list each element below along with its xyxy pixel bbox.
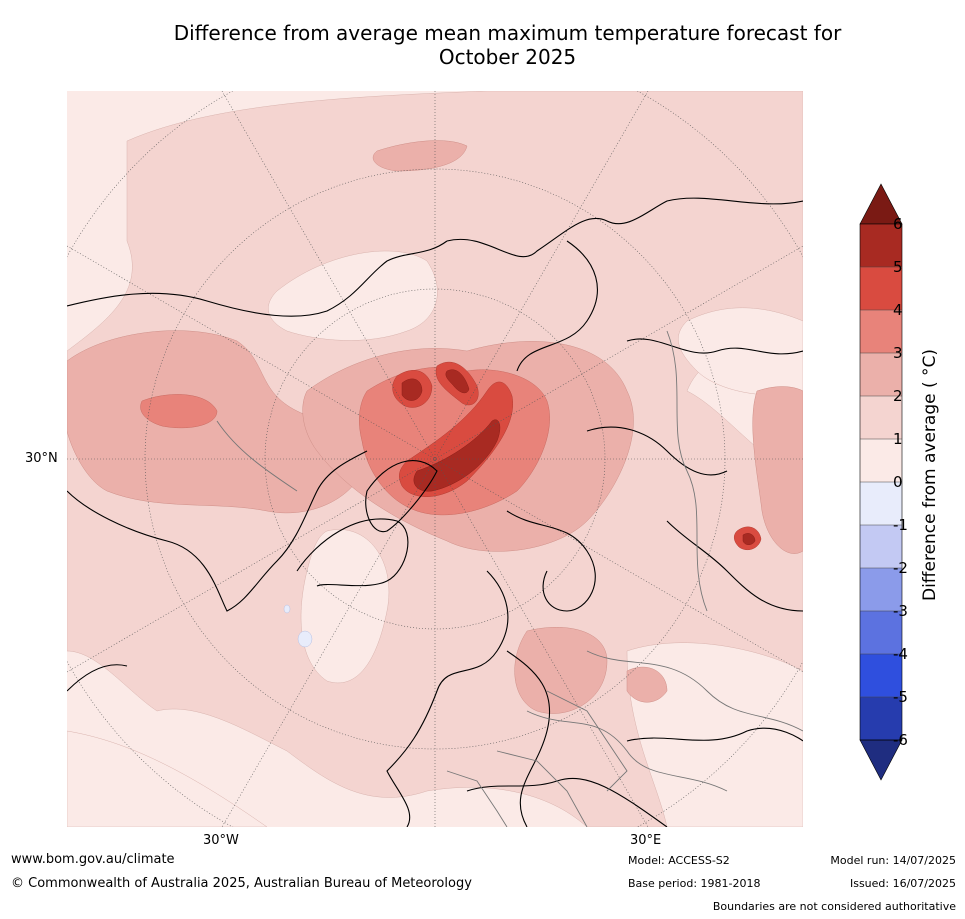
colorbar-band-0-1 — [860, 439, 902, 482]
footer-model-run: Model run: 14/07/2025 — [830, 854, 956, 867]
graticule — [67, 91, 803, 827]
coastlines — [67, 197, 803, 827]
colorbar-tick-0: 0 — [893, 473, 903, 491]
colorbar-tick-5: 5 — [893, 258, 903, 276]
anomaly-minus-1-0-patch — [283, 604, 291, 614]
title-line-1: Difference from average mean maximum tem… — [173, 21, 842, 45]
anomaly-2-3-region — [372, 140, 468, 172]
colorbar-tick-3: 3 — [893, 344, 903, 362]
colorbar-tick-m2: -2 — [893, 559, 908, 577]
colorbar-tick-m4: -4 — [893, 645, 908, 663]
colorbar-band-m1-0 — [860, 482, 902, 525]
title-line-2: October 2025 — [438, 45, 577, 69]
anomaly-5-6-region — [401, 378, 423, 401]
colorbar-tick-2: 2 — [893, 387, 903, 405]
anomaly-0-1-patch — [268, 250, 438, 341]
colorbar-band-m4-m3 — [860, 611, 902, 654]
colorbar-tick-m5: -5 — [893, 688, 908, 706]
anomaly-2-3-region — [626, 666, 668, 703]
anomaly-0-1-patch — [67, 730, 268, 827]
colorbar-band-m3-m2 — [860, 568, 902, 611]
anomaly-5-6-region — [742, 533, 756, 545]
colorbar-band-1-2 — [860, 396, 902, 439]
footer-disclaimer: Boundaries are not considered authoritat… — [712, 900, 956, 913]
footer-copyright: © Commonwealth of Australia 2025, Austra… — [11, 876, 472, 891]
footer-website: www.bom.gov.au/climate — [11, 852, 175, 867]
colorbar-tick-1: 1 — [893, 430, 903, 448]
footer-base-period: Base period: 1981-2018 — [628, 877, 761, 890]
colorbar-tick-m6: -6 — [893, 731, 908, 749]
anomaly-5-6-region — [445, 369, 470, 394]
anomaly-3-4-region — [140, 394, 218, 429]
lon-label-30e: 30°E — [630, 833, 662, 848]
colorbar-tick-6: 6 — [893, 215, 903, 233]
colorbar-band-5-6 — [860, 224, 902, 267]
footer-issued: Issued: 16/07/2025 — [849, 877, 956, 890]
lon-label-30w: 30°W — [203, 833, 239, 848]
anomaly-2-3-region — [752, 386, 803, 554]
lat-label-30n: 30°N — [25, 451, 58, 466]
colorbar-band-4-5 — [860, 267, 902, 310]
forecast-map — [67, 91, 803, 827]
colorbar: 6 5 4 3 2 1 0 -1 -2 -3 -4 -5 -6 — [859, 183, 908, 781]
anomaly-minus-1-0-patch — [297, 630, 313, 648]
colorbar-tick-m3: -3 — [893, 602, 908, 620]
map-title: Difference from average mean maximum tem… — [60, 21, 955, 69]
anomaly-0-1-patch — [626, 642, 803, 827]
colorbar-tick-4: 4 — [893, 301, 903, 319]
footer-model: Model: ACCESS-S2 — [628, 854, 730, 867]
colorbar-band-2-3 — [860, 353, 902, 396]
anomaly-2-3-region — [514, 627, 608, 714]
anomaly-0-1-patch — [300, 529, 390, 684]
colorbar-label-container: Difference from average ( °C) — [880, 310, 965, 640]
colorbar-tick-m1: -1 — [893, 516, 908, 534]
colorbar-band-3-4 — [860, 310, 902, 353]
colorbar-band-m2-m1 — [860, 525, 902, 568]
colorbar-band-m6-m5 — [860, 697, 902, 740]
colorbar-label: Difference from average ( °C) — [920, 348, 940, 602]
colorbar-band-m5-m4 — [860, 654, 902, 697]
country-borders — [216, 330, 803, 827]
